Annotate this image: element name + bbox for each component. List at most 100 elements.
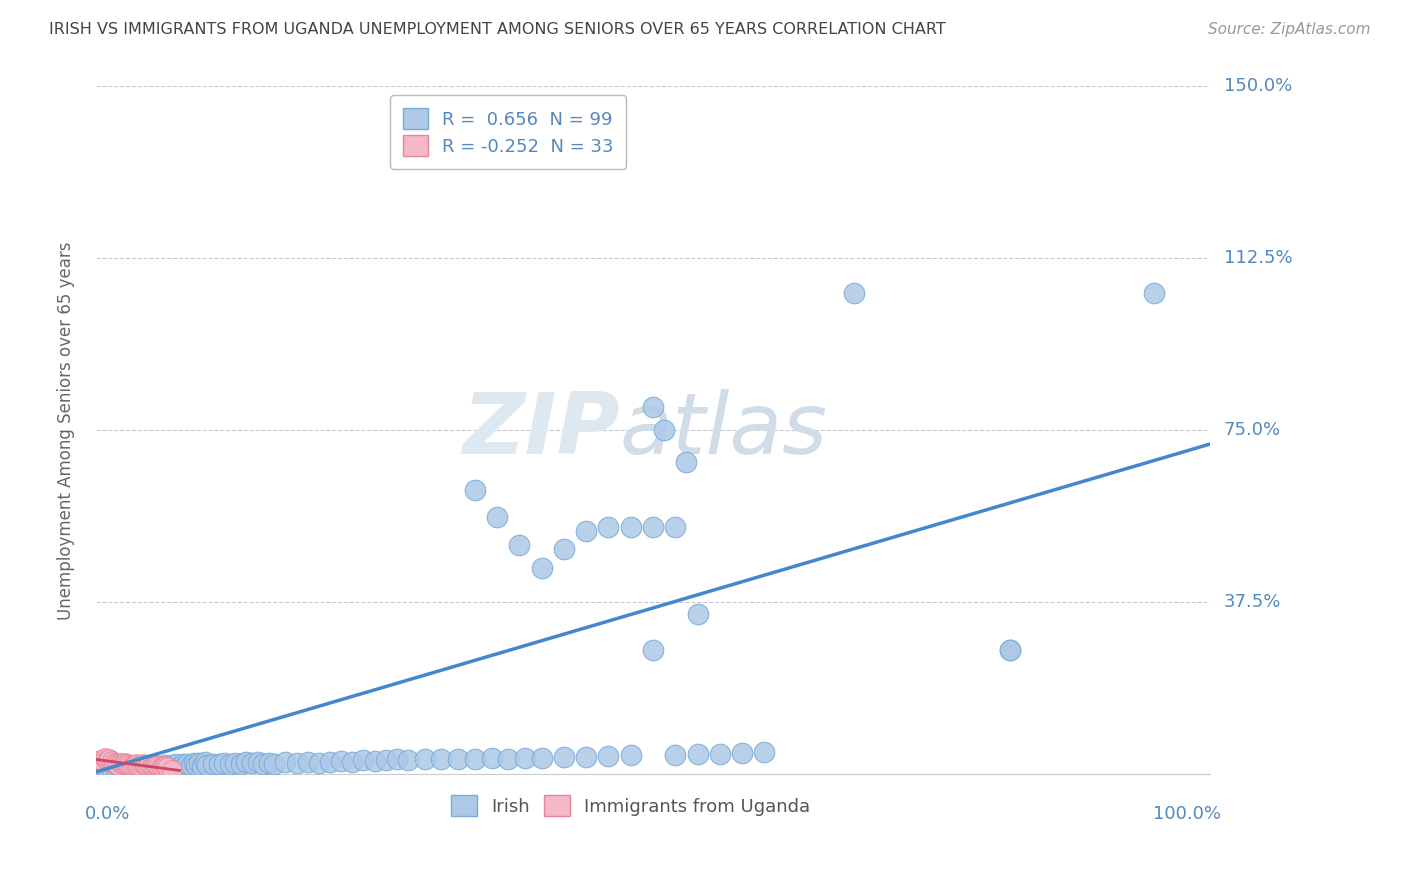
- Point: [89, 753, 111, 767]
- Point: [112, 763, 135, 777]
- Point: [132, 757, 155, 772]
- Point: [731, 747, 754, 761]
- Point: [142, 759, 165, 773]
- Point: [212, 756, 235, 771]
- Point: [172, 757, 194, 772]
- Point: [486, 510, 509, 524]
- Point: [183, 756, 205, 771]
- Legend: Irish, Immigrants from Uganda: Irish, Immigrants from Uganda: [444, 789, 817, 823]
- Point: [94, 764, 117, 778]
- Point: [686, 747, 709, 762]
- Point: [98, 752, 121, 766]
- Point: [263, 756, 285, 771]
- Point: [246, 755, 269, 769]
- Point: [224, 756, 246, 770]
- Point: [94, 751, 117, 765]
- Point: [186, 758, 208, 772]
- Point: [385, 752, 408, 766]
- Point: [115, 757, 138, 772]
- Text: 112.5%: 112.5%: [1225, 250, 1292, 268]
- Point: [257, 756, 280, 770]
- Point: [91, 754, 114, 768]
- Point: [481, 751, 503, 765]
- Text: 75.0%: 75.0%: [1225, 421, 1281, 439]
- Point: [114, 756, 136, 770]
- Y-axis label: Unemployment Among Seniors over 65 years: Unemployment Among Seniors over 65 years: [58, 241, 75, 620]
- Point: [664, 519, 686, 533]
- Point: [105, 763, 128, 777]
- Point: [652, 423, 675, 437]
- Point: [156, 760, 179, 774]
- Point: [274, 755, 297, 769]
- Point: [413, 752, 436, 766]
- Point: [319, 755, 342, 769]
- Point: [149, 760, 172, 774]
- Point: [115, 762, 138, 776]
- Point: [110, 756, 132, 770]
- Point: [146, 760, 169, 774]
- Point: [641, 643, 664, 657]
- Point: [308, 756, 330, 770]
- Point: [160, 764, 183, 778]
- Text: atlas: atlas: [620, 389, 828, 472]
- Point: [136, 759, 159, 773]
- Point: [352, 753, 374, 767]
- Point: [135, 761, 157, 775]
- Point: [118, 758, 141, 772]
- Point: [252, 757, 274, 772]
- Point: [201, 757, 224, 772]
- Point: [180, 758, 202, 772]
- Point: [132, 760, 155, 774]
- Point: [709, 747, 731, 761]
- Point: [96, 753, 118, 767]
- Point: [98, 763, 121, 777]
- Point: [553, 542, 575, 557]
- Point: [129, 762, 152, 776]
- Point: [197, 758, 219, 772]
- Point: [620, 519, 643, 533]
- Point: [96, 764, 118, 779]
- Point: [285, 756, 308, 770]
- Point: [530, 561, 553, 575]
- Point: [641, 519, 664, 533]
- Point: [240, 756, 263, 771]
- Point: [153, 758, 176, 772]
- Point: [138, 760, 160, 774]
- Point: [297, 755, 319, 769]
- Point: [464, 483, 486, 497]
- Point: [194, 755, 217, 769]
- Point: [141, 759, 163, 773]
- Point: [374, 753, 396, 767]
- Point: [229, 757, 252, 772]
- Text: 37.5%: 37.5%: [1225, 593, 1281, 611]
- Point: [107, 758, 129, 772]
- Point: [105, 757, 128, 772]
- Text: ZIP: ZIP: [463, 389, 620, 472]
- Point: [598, 748, 620, 763]
- Point: [165, 757, 187, 772]
- Text: 150.0%: 150.0%: [1225, 78, 1292, 95]
- Point: [218, 756, 240, 771]
- Point: [125, 757, 148, 772]
- Point: [138, 758, 160, 772]
- Point: [163, 759, 186, 773]
- Point: [496, 751, 519, 765]
- Text: IRISH VS IMMIGRANTS FROM UGANDA UNEMPLOYMENT AMONG SENIORS OVER 65 YEARS CORRELA: IRISH VS IMMIGRANTS FROM UGANDA UNEMPLOY…: [49, 22, 946, 37]
- Point: [134, 758, 156, 772]
- Point: [100, 754, 122, 768]
- Point: [191, 759, 214, 773]
- Point: [145, 758, 167, 772]
- Point: [148, 759, 170, 773]
- Point: [157, 760, 180, 774]
- Point: [187, 756, 209, 770]
- Point: [118, 763, 141, 777]
- Point: [141, 761, 163, 775]
- Point: [101, 764, 124, 778]
- Point: [553, 750, 575, 764]
- Point: [235, 755, 257, 769]
- Point: [174, 759, 197, 773]
- Point: [149, 759, 172, 773]
- Point: [447, 752, 470, 766]
- Point: [142, 759, 165, 773]
- Point: [998, 643, 1021, 657]
